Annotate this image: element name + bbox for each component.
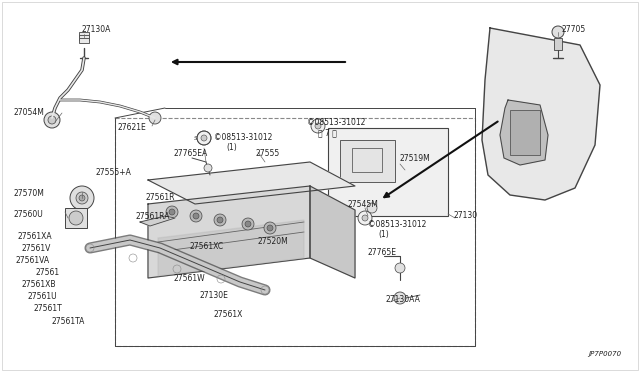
Text: ©08513-31012: ©08513-31012 <box>307 118 365 127</box>
Polygon shape <box>482 28 600 200</box>
Circle shape <box>311 119 325 133</box>
Polygon shape <box>148 162 355 204</box>
Text: 27560U: 27560U <box>14 210 44 219</box>
Text: 27561XC: 27561XC <box>190 242 224 251</box>
Text: JP7P0070: JP7P0070 <box>588 351 621 357</box>
Text: 27054M: 27054M <box>14 108 45 117</box>
Text: 27561X: 27561X <box>214 310 243 319</box>
Circle shape <box>166 206 178 218</box>
Text: 27765EA: 27765EA <box>174 149 208 158</box>
Circle shape <box>69 211 83 225</box>
Text: 27519M: 27519M <box>400 154 431 163</box>
Text: 〈 7 〉: 〈 7 〉 <box>318 128 337 137</box>
Circle shape <box>395 263 405 273</box>
Circle shape <box>362 215 368 221</box>
Circle shape <box>44 112 60 128</box>
Bar <box>115 118 475 346</box>
Circle shape <box>76 192 88 204</box>
Polygon shape <box>500 100 548 165</box>
Text: 27130AA: 27130AA <box>385 295 420 304</box>
Circle shape <box>204 164 212 172</box>
Bar <box>352 148 382 172</box>
Text: 27561VA: 27561VA <box>16 256 50 265</box>
Circle shape <box>358 211 372 225</box>
Circle shape <box>149 112 161 124</box>
Text: 27561TA: 27561TA <box>52 317 85 326</box>
Circle shape <box>217 217 223 223</box>
Polygon shape <box>148 186 310 278</box>
Bar <box>510 110 540 155</box>
Text: 27561W: 27561W <box>174 274 205 283</box>
Text: 27555: 27555 <box>256 149 280 158</box>
Text: 27765E: 27765E <box>368 248 397 257</box>
Text: 27561V: 27561V <box>22 244 51 253</box>
Text: (1): (1) <box>378 230 388 239</box>
Text: 27130A: 27130A <box>82 25 111 34</box>
Circle shape <box>242 218 254 230</box>
Text: 27130: 27130 <box>453 211 477 220</box>
Circle shape <box>197 131 211 145</box>
Bar <box>79 32 89 37</box>
Text: 27561XB: 27561XB <box>22 280 56 289</box>
Circle shape <box>394 292 406 304</box>
Text: (1): (1) <box>226 143 237 152</box>
Text: 27130E: 27130E <box>200 291 229 300</box>
Circle shape <box>214 214 226 226</box>
Text: 27561RA: 27561RA <box>136 212 170 221</box>
Text: ©08513-31012: ©08513-31012 <box>368 220 426 229</box>
Text: ©08513-31012: ©08513-31012 <box>214 133 273 142</box>
Text: 27520M: 27520M <box>258 237 289 246</box>
Polygon shape <box>310 186 355 278</box>
Text: 27561T: 27561T <box>34 304 63 313</box>
Circle shape <box>245 221 251 227</box>
Text: 27621E: 27621E <box>118 123 147 132</box>
Circle shape <box>552 26 564 38</box>
Text: 27555+A: 27555+A <box>96 168 132 177</box>
Bar <box>340 140 395 182</box>
Text: 27705: 27705 <box>562 25 586 34</box>
Circle shape <box>201 135 207 141</box>
Circle shape <box>264 222 276 234</box>
Text: 27570M: 27570M <box>14 189 45 198</box>
Circle shape <box>267 225 273 231</box>
Text: S: S <box>195 135 198 141</box>
Text: 27545M: 27545M <box>348 200 379 209</box>
Polygon shape <box>158 220 304 276</box>
Bar <box>554 38 562 50</box>
Circle shape <box>190 210 202 222</box>
Circle shape <box>315 123 321 129</box>
Circle shape <box>169 209 175 215</box>
Bar <box>328 128 448 216</box>
Circle shape <box>367 203 377 213</box>
Bar <box>79 35 89 40</box>
Polygon shape <box>140 216 175 226</box>
Bar <box>79 38 89 43</box>
Text: 27561R: 27561R <box>146 193 175 202</box>
Text: 27561: 27561 <box>36 268 60 277</box>
Circle shape <box>79 195 85 201</box>
Text: 27561XA: 27561XA <box>18 232 52 241</box>
Circle shape <box>193 213 199 219</box>
Circle shape <box>70 186 94 210</box>
Text: 27561U: 27561U <box>28 292 58 301</box>
Bar <box>65 208 87 228</box>
Circle shape <box>48 116 56 124</box>
